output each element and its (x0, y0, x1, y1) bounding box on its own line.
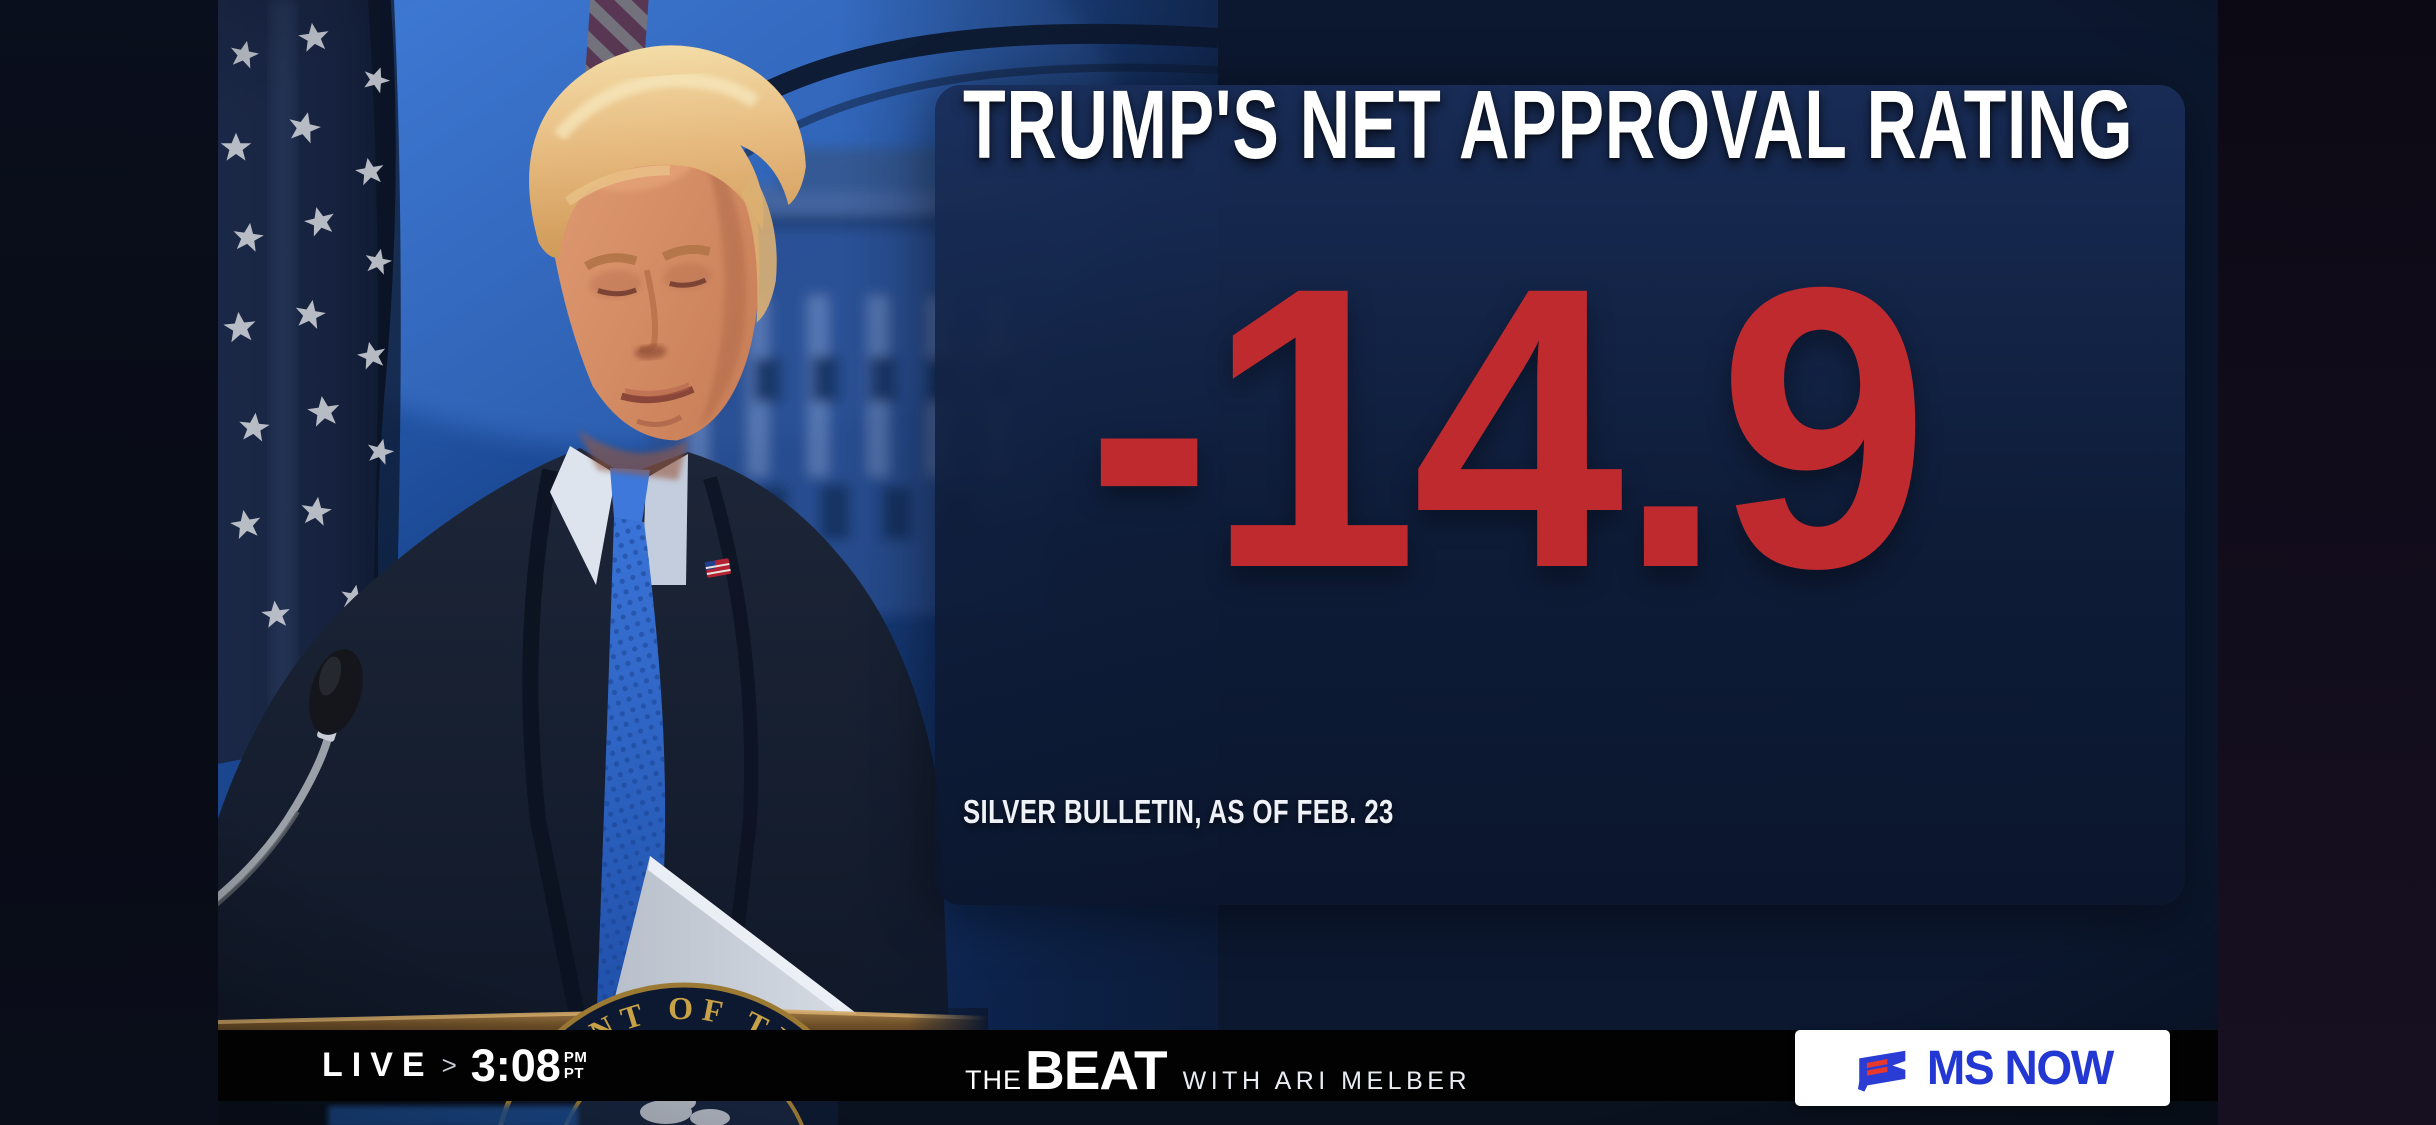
show-suffix: WITH ARI MELBER (1182, 1067, 1472, 1095)
clock-time: 3:08 (470, 1039, 561, 1091)
video-frame: ENT OF TH TRUMP'S NET APPROVAL RATING -1… (218, 0, 2218, 1125)
network-logo-box: MS NOW (1795, 1030, 2170, 1106)
msnow-flag-icon (1857, 1050, 1905, 1092)
clock-timezone: PT (563, 1064, 585, 1082)
show-branding: THE BEAT WITH ARI MELBER (965, 1038, 1471, 1102)
clock-meridiem-timezone: PM PT (563, 1048, 588, 1082)
clock-meridiem: PM (563, 1048, 588, 1066)
live-label: LIVE (322, 1046, 434, 1084)
source-attribution: SILVER BULLETIN, AS OF FEB. 23 (963, 793, 1394, 830)
show-title: BEAT (1024, 1039, 1168, 1101)
network-wordmark: MS NOW (1926, 1041, 2114, 1095)
letterbox-right (2218, 0, 2436, 1125)
lower-third-bar: LIVE > 3:08 PM PT THE BEAT WITH ARI MELB… (218, 1030, 2218, 1106)
net-approval-value: -14.9 (1086, 204, 1929, 651)
stat-panel (935, 85, 2185, 905)
headline-title: TRUMP'S NET APPROVAL RATING (963, 70, 2134, 179)
chevron-right-icon: > (441, 1050, 457, 1080)
show-prefix: THE (964, 1065, 1022, 1095)
letterbox-left (0, 0, 218, 1125)
live-bug: LIVE > 3:08 PM PT (322, 1030, 587, 1101)
